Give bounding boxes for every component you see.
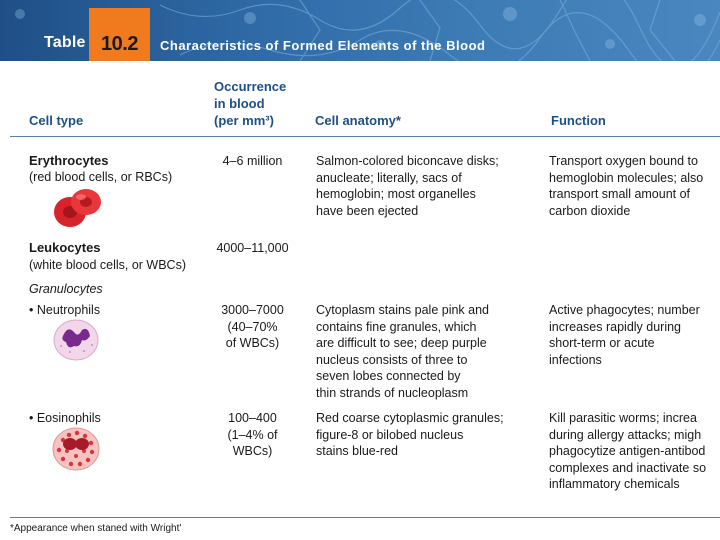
table-banner: Table 10.2 Characteristics of Formed Ele… <box>0 0 720 61</box>
leukocytes-occurrence: 4000–11,000 <box>216 241 289 255</box>
erythrocytes-function: Transport oxygen bound to hemoglobin mol… <box>549 154 704 218</box>
table-number: 10.2 <box>101 33 138 55</box>
neutrophils-name: • Neutrophils <box>29 303 101 317</box>
table-number-box: 10.2 <box>89 8 150 61</box>
eosinophil-illustration <box>52 427 100 471</box>
header-function: Function <box>551 113 606 128</box>
eosinophils-function: Kill parasitic worms; increa during alle… <box>549 411 707 491</box>
erythrocytes-name: Erythrocytes <box>29 153 109 168</box>
footnote: *Appearance when staned with Wright' <box>10 523 182 534</box>
erythrocytes-subname: (red blood cells, or RBCs) <box>29 170 173 184</box>
eosinophils-anatomy: Red coarse cytoplasmic granules; figure-… <box>316 411 504 458</box>
header-cell-anatomy: Cell anatomy* <box>315 113 401 128</box>
leukocytes-subname: (white blood cells, or WBCs) <box>29 258 186 272</box>
granulocytes-label: Granulocytes <box>29 282 103 296</box>
neutrophils-anatomy: Cytoplasm stains pale pink and contains … <box>316 303 490 400</box>
leukocytes-name: Leukocytes <box>29 240 101 255</box>
header-occurrence: Occurrence in blood (per mm³) <box>214 79 287 128</box>
cell-network-background <box>15 0 720 61</box>
neutrophils-function: Active phagocytes; number increases rapi… <box>549 303 700 367</box>
erythrocytes-anatomy: Salmon-colored biconcave disks; anucleat… <box>316 154 499 218</box>
header-cell-type: Cell type <box>29 113 84 128</box>
table-label: Table <box>44 34 86 51</box>
table-title: Characteristics of Formed Elements of th… <box>160 38 486 53</box>
eosinophils-name: • Eosinophils <box>29 411 101 425</box>
neutrophils-occurrence: 3000–7000 (40–70% of WBCs) <box>221 303 284 350</box>
neutrophil-illustration <box>53 319 99 361</box>
erythrocyte-illustration <box>54 189 101 227</box>
erythrocytes-occurrence: 4–6 million <box>222 154 283 168</box>
header-divider <box>10 136 720 137</box>
eosinophils-occurrence: 100–400 (1–4% of WBCs) <box>227 411 278 458</box>
footer-divider <box>10 517 720 518</box>
